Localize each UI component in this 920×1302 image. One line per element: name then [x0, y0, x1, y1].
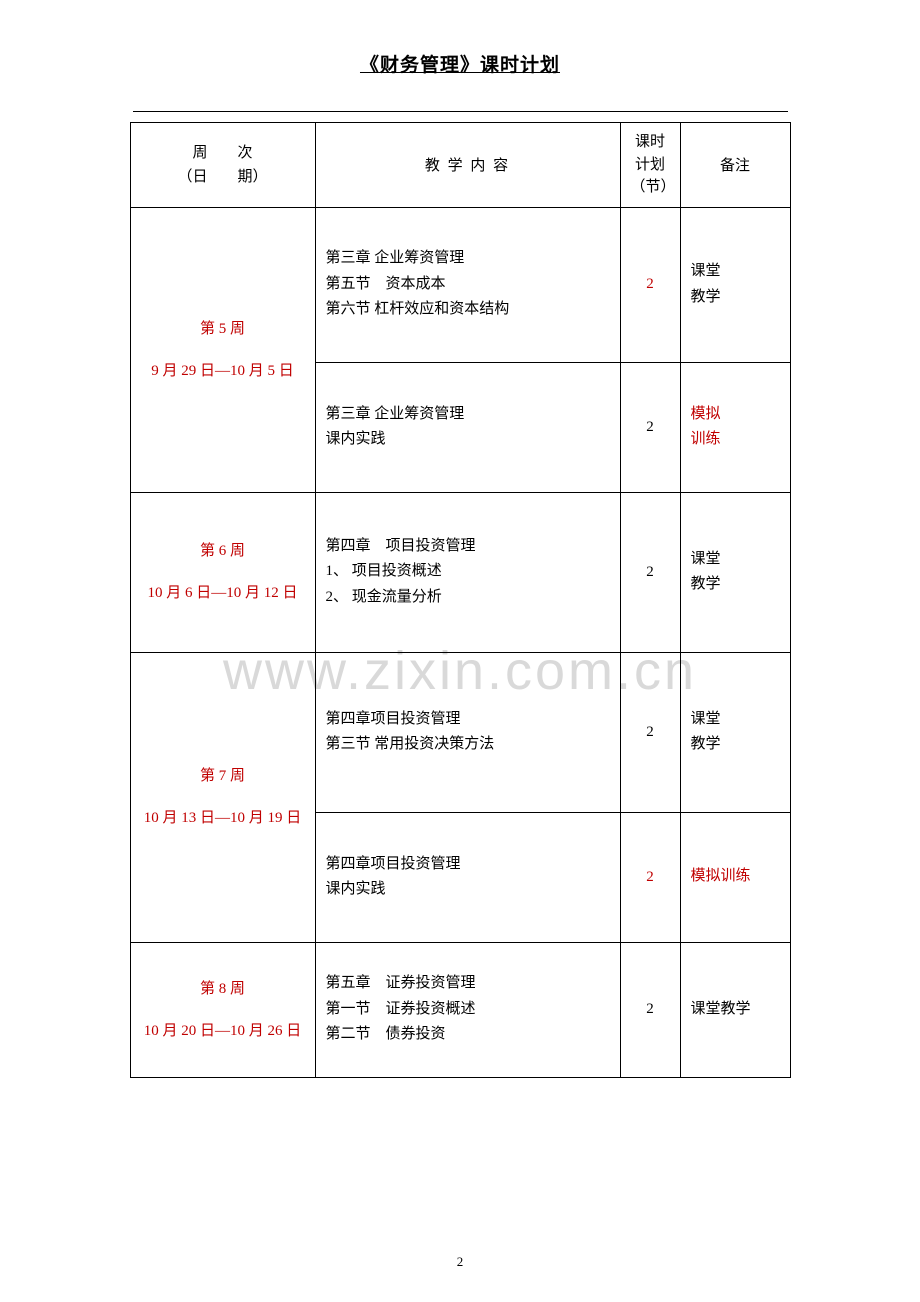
notes-line: 模拟 [691, 402, 780, 428]
week-label: 第 7 周 [141, 755, 305, 797]
week-label: 第 5 周 [141, 308, 305, 350]
title-underline [133, 111, 788, 112]
table-row: 第 5 周9 月 29 日—10 月 5 日第三章 企业筹资管理第五节 资本成本… [130, 207, 790, 362]
content-line: 第三节 常用投资决策方法 [326, 732, 610, 758]
content-line: 第三章 企业筹资管理 [326, 246, 610, 272]
week-dates: 10 月 6 日—10 月 12 日 [141, 572, 305, 614]
content-line: 课内实践 [326, 877, 610, 903]
week-dates: 10 月 13 日—10 月 19 日 [141, 797, 305, 839]
table-body: 第 5 周9 月 29 日—10 月 5 日第三章 企业筹资管理第五节 资本成本… [130, 207, 790, 1077]
content-wrapper: 《财务管理》课时计划 周 次 （日 期） 教 学 内 容 课时 计划 （节） 备… [0, 0, 920, 1078]
notes-line: 教学 [691, 732, 780, 758]
content-cell: 第三章 企业筹资管理课内实践 [315, 362, 620, 492]
content-cell: 第五章 证券投资管理第一节 证券投资概述第二节 债券投资 [315, 942, 620, 1077]
week-label: 第 8 周 [141, 968, 305, 1010]
notes-line: 教学 [691, 572, 780, 598]
content-cell: 第三章 企业筹资管理第五节 资本成本第六节 杠杆效应和资本结构 [315, 207, 620, 362]
header-week: 周 次 （日 期） [130, 123, 315, 208]
week-cell: 第 6 周10 月 6 日—10 月 12 日 [130, 492, 315, 652]
header-week-line2: （日 期） [177, 169, 267, 185]
table-row: 第 7 周10 月 13 日—10 月 19 日第四章项目投资管理第三节 常用投… [130, 652, 790, 812]
week-dates: 10 月 20 日—10 月 26 日 [141, 1010, 305, 1052]
content-line: 第五节 资本成本 [326, 272, 610, 298]
header-hours-line1: 课时 [635, 134, 665, 150]
table-row: 第 6 周10 月 6 日—10 月 12 日第四章 项目投资管理1、 项目投资… [130, 492, 790, 652]
hours-cell: 2 [620, 492, 680, 652]
hours-cell: 2 [620, 812, 680, 942]
content-line: 第六节 杠杆效应和资本结构 [326, 297, 610, 323]
content-line: 第一节 证券投资概述 [326, 997, 610, 1023]
content-line: 第三章 企业筹资管理 [326, 402, 610, 428]
page-title: 《财务管理》课时计划 [0, 0, 920, 85]
page-number: 2 [0, 1254, 920, 1270]
content-line: 第五章 证券投资管理 [326, 971, 610, 997]
content-cell: 第四章 项目投资管理1、 项目投资概述2、 现金流量分析 [315, 492, 620, 652]
notes-line: 课堂 [691, 547, 780, 573]
notes-line: 教学 [691, 285, 780, 311]
header-hours-line2: 计划 [635, 157, 665, 173]
content-line: 第二节 债券投资 [326, 1022, 610, 1048]
hours-cell: 2 [620, 652, 680, 812]
hours-cell: 2 [620, 942, 680, 1077]
notes-line: 课堂 [691, 707, 780, 733]
header-notes: 备注 [680, 123, 790, 208]
schedule-table: 周 次 （日 期） 教 学 内 容 课时 计划 （节） 备注 第 5 周9 月 … [130, 122, 791, 1078]
hours-cell: 2 [620, 362, 680, 492]
hours-cell: 2 [620, 207, 680, 362]
notes-cell: 课堂教学 [680, 492, 790, 652]
table-row: 第 8 周10 月 20 日—10 月 26 日第五章 证券投资管理第一节 证券… [130, 942, 790, 1077]
notes-cell: 课堂教学 [680, 942, 790, 1077]
content-line: 第四章项目投资管理 [326, 707, 610, 733]
notes-line: 课堂 [691, 259, 780, 285]
content-line: 2、 现金流量分析 [326, 585, 610, 611]
notes-cell: 课堂教学 [680, 207, 790, 362]
content-cell: 第四章项目投资管理课内实践 [315, 812, 620, 942]
header-hours: 课时 计划 （节） [620, 123, 680, 208]
header-content: 教 学 内 容 [315, 123, 620, 208]
notes-cell: 模拟训练 [680, 812, 790, 942]
week-cell: 第 7 周10 月 13 日—10 月 19 日 [130, 652, 315, 942]
notes-line: 模拟训练 [691, 864, 780, 890]
notes-cell: 课堂教学 [680, 652, 790, 812]
content-line: 课内实践 [326, 427, 610, 453]
week-cell: 第 5 周9 月 29 日—10 月 5 日 [130, 207, 315, 492]
week-cell: 第 8 周10 月 20 日—10 月 26 日 [130, 942, 315, 1077]
notes-line: 训练 [691, 427, 780, 453]
notes-line: 课堂教学 [691, 997, 780, 1023]
header-row: 周 次 （日 期） 教 学 内 容 课时 计划 （节） 备注 [130, 123, 790, 208]
content-line: 1、 项目投资概述 [326, 559, 610, 585]
header-week-line1: 周 次 [192, 145, 252, 161]
week-label: 第 6 周 [141, 530, 305, 572]
content-cell: 第四章项目投资管理第三节 常用投资决策方法 [315, 652, 620, 812]
content-line: 第四章 项目投资管理 [326, 534, 610, 560]
notes-cell: 模拟训练 [680, 362, 790, 492]
header-hours-line3: （节） [631, 179, 676, 195]
week-dates: 9 月 29 日—10 月 5 日 [141, 350, 305, 392]
content-line: 第四章项目投资管理 [326, 852, 610, 878]
